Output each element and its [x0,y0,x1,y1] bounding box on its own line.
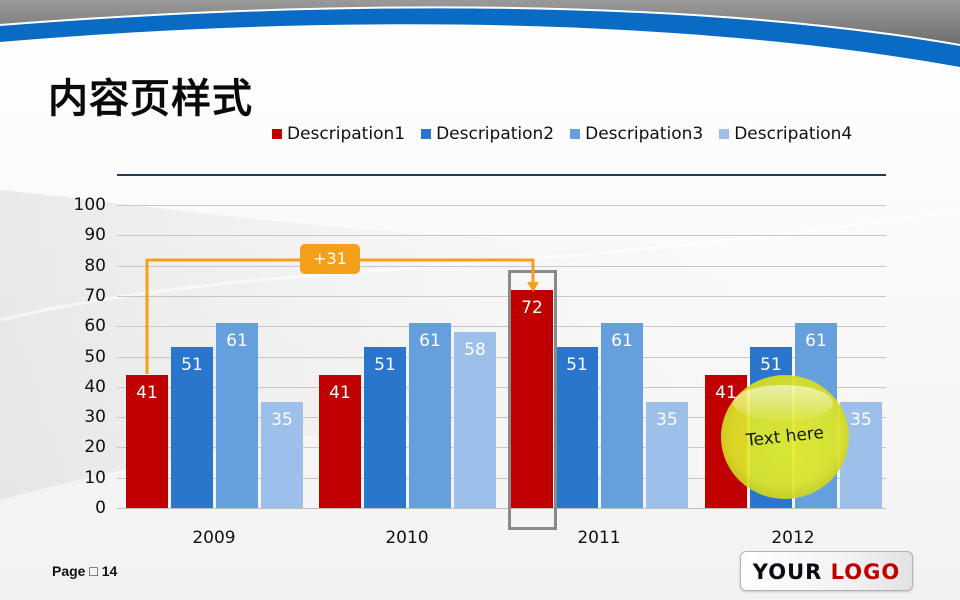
gridline [117,386,886,388]
legend-item-series3: Descripation3 [570,124,703,144]
bar-value-label: 61 [419,331,441,352]
bar-2010-series3: 61 [409,323,451,508]
gridline [117,477,886,479]
x-axis-tick-label: 2012 [771,528,815,548]
gridline [117,205,886,206]
bar-2010-series1: 41 [319,374,361,508]
bar-value-label: 61 [226,331,248,352]
gridline [117,235,886,237]
page-number: Page □ 14 [52,563,118,579]
bar-2009-series2: 51 [171,347,213,508]
highlight-frame [508,270,557,530]
legend-divider [117,174,886,176]
bar-2011-series2: 51 [556,347,598,508]
legend-item-series1: Descripation1 [272,124,405,144]
y-axis-tick-label: 100 [73,195,106,215]
bar-value-label: 51 [760,355,782,376]
bar-value-label: 35 [850,409,872,430]
y-axis-tick-label: 60 [84,316,106,337]
bar-value-label: 58 [464,340,486,361]
y-axis-tick-label: 70 [84,285,106,306]
bar-2012-series4: 35 [840,401,882,508]
bar-2011-series4: 35 [646,401,688,508]
y-axis-tick-label: 50 [84,346,106,367]
legend-label: Descripation4 [734,124,853,144]
legend-item-series4: Descripation4 [719,124,852,144]
legend-swatch-icon [570,129,581,139]
legend-swatch-icon [421,129,432,139]
y-axis-tick-label: 90 [84,225,106,246]
bar-value-label: 51 [566,355,588,376]
gridline [117,447,886,449]
legend-label: Descripation3 [585,124,704,144]
x-axis-tick-label: 2009 [192,528,236,548]
bar-value-label: 61 [805,331,827,352]
legend-item-series2: Descripation2 [421,124,554,144]
y-axis-tick-label: 30 [84,407,106,428]
x-axis-tick-label: 2011 [577,528,621,548]
y-axis-tick-label: 0 [95,498,106,518]
gridline [117,265,886,267]
bar-value-label: 35 [656,409,678,430]
y-axis-tick-label: 80 [84,255,106,276]
bar-2011-series3: 61 [601,323,643,508]
logo-text-primary: YOUR [752,560,823,584]
bar-value-label: 41 [715,382,737,403]
y-axis-tick-label: 40 [84,376,106,397]
y-axis-tick-label: 10 [84,467,106,488]
x-axis-line [117,508,886,509]
bar-value-label: 41 [136,382,158,403]
difference-callout: +31 [300,244,360,274]
gridline [117,295,886,297]
legend-swatch-icon [272,129,282,139]
x-axis-tick-label: 2010 [385,528,429,548]
gridline [117,417,886,419]
bar-2009-series3: 61 [216,323,258,508]
text-bubble: Text here [721,375,849,499]
y-axis-tick-label: 20 [84,437,106,458]
bubble-shine [733,385,833,421]
chart-legend: Descripation1 Descripation2 Descripation… [272,124,852,144]
legend-label: Descripation1 [287,124,406,144]
legend-label: Descripation2 [436,124,555,144]
bubble-text: Text here [745,422,825,452]
legend-swatch-icon [719,129,730,139]
bar-value-label: 51 [374,355,396,376]
bar-value-label: 61 [611,331,633,352]
bar-value-label: 51 [181,355,203,376]
bar-2010-series2: 51 [364,347,406,508]
logo-text-accent: LOGO [830,560,901,584]
slide-title: 内容页样式 [48,76,253,122]
company-logo: YOUR LOGO [740,551,913,591]
bar-value-label: 41 [329,382,351,403]
bar-value-label: 35 [271,409,293,430]
bar-2010-series4: 58 [454,332,496,508]
bar-2009-series4: 35 [261,401,303,508]
bar-2009-series1: 41 [126,374,168,508]
